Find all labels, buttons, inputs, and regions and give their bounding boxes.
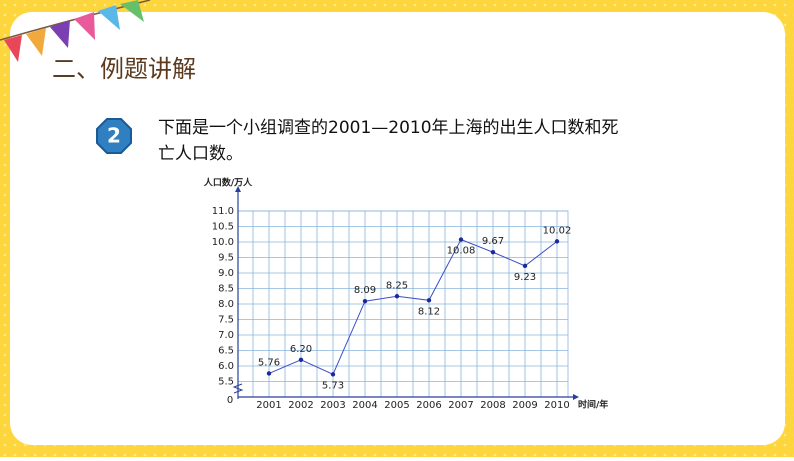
problem-text: 亡人口数。 [158,144,243,164]
data-point [490,250,496,255]
y-tick-label: 6.0 [218,361,234,372]
y-tick-label: 10.0 [212,237,234,248]
data-point [554,239,560,244]
chart: 5.5 6.0 6.5 7.0 7.5 8.0 8.5 9.0 9.5 10.0 10.5 11.0 0… [203,177,608,412]
y-tick-label: 8.5 [218,284,234,295]
data-label: 9.23 [514,272,536,283]
data-label: 8.09 [354,285,376,296]
data-line [268,238,558,376]
data-point [298,357,304,362]
y-tick-label: 5.5 [218,377,234,388]
y-tick-label: 9.0 [218,268,234,279]
data-point [458,237,464,242]
y-tick-label: 8.0 [218,299,234,310]
bunting [0,0,151,62]
x-tick-label: 2009 [512,400,537,411]
x-tick-label: 2008 [480,400,505,411]
x-tick-label: 2006 [416,400,441,411]
y-axis-arrow [235,186,241,192]
data-point [330,372,336,377]
x-tick-label: 2007 [448,400,473,411]
section-title: 二、例题讲解 [52,55,196,83]
data-point [362,299,368,304]
data-label: 8.12 [418,306,440,317]
data-label: 10.02 [543,225,572,236]
data-label: 10.08 [447,246,476,257]
y-axis-label: 人口数/万人 [203,177,253,189]
y-tick-label: 10.5 [212,222,234,233]
problem-number: 2 [107,124,121,148]
y-tick-label: 6.5 [218,346,234,357]
data-point [426,298,432,303]
y-tick-label: 9.5 [218,253,234,264]
x-tick-label: 2010 [544,400,569,411]
x-tick-label: 2003 [320,400,345,411]
data-label: 5.73 [322,380,344,391]
axis-break [232,383,244,394]
y-tick-label: 7.5 [218,315,234,326]
number-badge [96,118,132,154]
y-tick-label: 11.0 [212,206,234,217]
data-label: 5.76 [258,357,280,368]
data-point [394,294,400,299]
y-tick-label: 7.0 [218,330,234,341]
x-tick-label: 2004 [352,400,377,411]
data-label: 6.20 [290,344,312,355]
x-tick-label: 2005 [384,400,409,411]
data-point [266,371,272,376]
origin-label: 0 [227,395,233,406]
data-label: 8.25 [386,280,408,291]
x-tick-label: 2002 [288,400,313,411]
problem-text: 下面是一个小组调查的2001—2010年上海的出生人口数和死 [158,118,619,138]
panel [10,12,785,445]
x-axis-arrow [573,394,579,400]
x-tick-label: 2001 [256,400,281,411]
data-point [522,263,528,269]
x-axis-label: 时间/年 [578,399,608,411]
data-label: 9.67 [482,236,504,247]
